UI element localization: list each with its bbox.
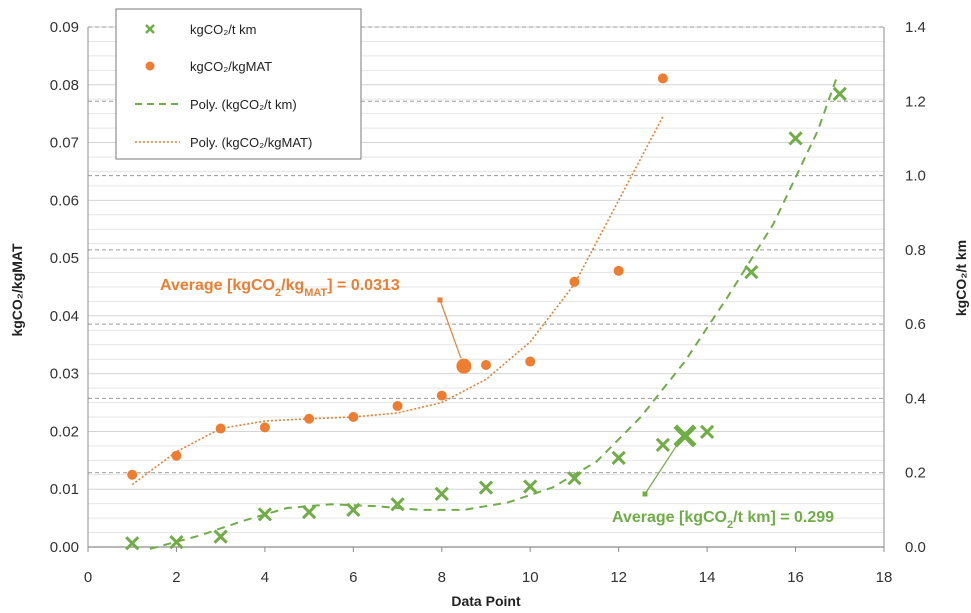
y-right-tick-label: 0.2 <box>905 465 926 482</box>
y-left-tick-label: 0.09 <box>50 19 79 36</box>
x-tick-label: 12 <box>610 569 627 586</box>
y-right-tick-label: 0.4 <box>905 390 926 407</box>
point-kgco2-kgmat <box>613 265 624 276</box>
point-kgco2-kgmat <box>525 356 536 367</box>
right-axis-title: kgCO₂/t km <box>953 240 969 316</box>
x-tick-label: 6 <box>349 569 357 586</box>
annotation-average-kgco2-tkm: Average [kgCO2/t km] = 0.299 <box>612 509 834 531</box>
point-kgco2-kgmat <box>436 390 447 401</box>
annotations: Average [kgCO2/kgMAT] = 0.0313 Average [k… <box>160 277 834 531</box>
legend: kgCO₂/t km kgCO₂/kgMAT Poly. (kgCO₂/t km) P… <box>115 8 362 160</box>
point-kgco2-kgmat <box>127 469 138 480</box>
point-kgco2-kgmat <box>348 412 359 422</box>
point-kgco2-tkm <box>213 529 228 544</box>
data-points <box>125 73 847 551</box>
annotation-arrow-green <box>644 441 680 495</box>
x-tick-label: 2 <box>172 569 180 586</box>
point-kgco2-tkm <box>567 471 582 486</box>
annotation-arrow-orange <box>439 299 462 359</box>
legend-label: kgCO₂/t km <box>190 22 256 37</box>
point-kgco2-kgmat <box>481 360 491 370</box>
legend-label: Poly. (kgCO₂/t km) <box>190 97 297 112</box>
legend-marker-x <box>145 24 155 34</box>
trendline-kgco2-tkm <box>149 74 839 550</box>
point-kgco2-kgmat <box>259 422 270 433</box>
annotation-arrow-anchor-green <box>642 491 648 497</box>
point-kgco2-tkm <box>390 497 405 512</box>
point-kgco2-tkm <box>301 504 317 520</box>
point-kgco2-tkm <box>655 437 671 452</box>
x-tick-label: 16 <box>787 569 804 586</box>
x-tick-label: 14 <box>699 569 716 586</box>
y-left-tick-label: 0.05 <box>50 250 79 267</box>
y-right-tick-label: 1.2 <box>905 93 926 110</box>
point-kgco2-kgmat <box>304 413 315 424</box>
y-left-tick-label: 0.04 <box>50 308 79 325</box>
x-tick-label: 0 <box>84 569 92 586</box>
tick-labels: 0 2 4 6 8 10 12 14 16 18 0.00 0.01 0.02 0.03 0.04 0.05 0… <box>50 19 926 586</box>
annotation-arrow-anchor-orange <box>437 297 443 303</box>
average-point-kgco2-kgmat <box>456 358 472 374</box>
y-right-tick-label: 0.6 <box>905 316 926 333</box>
legend-label: kgCO₂/kgMAT <box>190 59 272 74</box>
point-kgco2-tkm <box>478 480 494 495</box>
point-kgco2-tkm <box>125 536 140 551</box>
point-kgco2-kgmat <box>215 423 226 434</box>
y-left-tick-label: 0.07 <box>50 135 79 152</box>
y-left-tick-label: 0.00 <box>50 539 79 556</box>
annotation-average-kgco2-kgmat: Average [kgCO2/kgMAT] = 0.0313 <box>160 277 400 299</box>
x-tick-label: 10 <box>522 569 539 586</box>
y-left-tick-label: 0.06 <box>50 192 79 209</box>
point-kgco2-kgmat <box>171 450 182 461</box>
point-kgco2-tkm <box>788 131 803 146</box>
point-kgco2-kgmat <box>569 276 580 287</box>
point-kgco2-tkm <box>434 486 449 502</box>
point-kgco2-kgmat <box>657 73 668 84</box>
y-left-tick-label: 0.02 <box>50 423 79 440</box>
x-tick-label: 4 <box>261 569 269 586</box>
x-tick-label: 18 <box>876 569 893 586</box>
point-kgco2-kgmat <box>392 401 403 412</box>
y-right-tick-label: 1.0 <box>905 168 926 185</box>
legend-label: Poly. (kgCO₂/kgMAT) <box>190 135 312 150</box>
point-kgco2-tkm <box>832 86 847 101</box>
point-kgco2-tkm <box>346 502 361 517</box>
y-left-tick-label: 0.03 <box>50 366 79 383</box>
point-kgco2-tkm <box>611 450 626 465</box>
point-kgco2-tkm <box>744 265 759 280</box>
average-point-kgco2-tkm <box>673 424 697 448</box>
x-tick-label: 8 <box>438 569 446 586</box>
point-kgco2-tkm <box>257 507 273 522</box>
axes <box>87 27 885 548</box>
y-right-tick-label: 0.0 <box>905 539 926 556</box>
y-left-tick-label: 0.08 <box>50 77 79 94</box>
point-kgco2-tkm <box>699 424 715 439</box>
legend-box <box>115 8 362 160</box>
y-right-tick-label: 1.4 <box>905 19 926 36</box>
x-axis-title: Data Point <box>451 593 521 609</box>
y-right-tick-label: 0.8 <box>905 242 926 259</box>
left-axis-title: kgCO₂/kgMAT <box>9 243 25 337</box>
legend-marker-circle <box>145 61 155 71</box>
point-kgco2-tkm <box>169 535 184 550</box>
y-left-tick-label: 0.01 <box>50 481 79 498</box>
point-kgco2-tkm <box>523 479 538 494</box>
